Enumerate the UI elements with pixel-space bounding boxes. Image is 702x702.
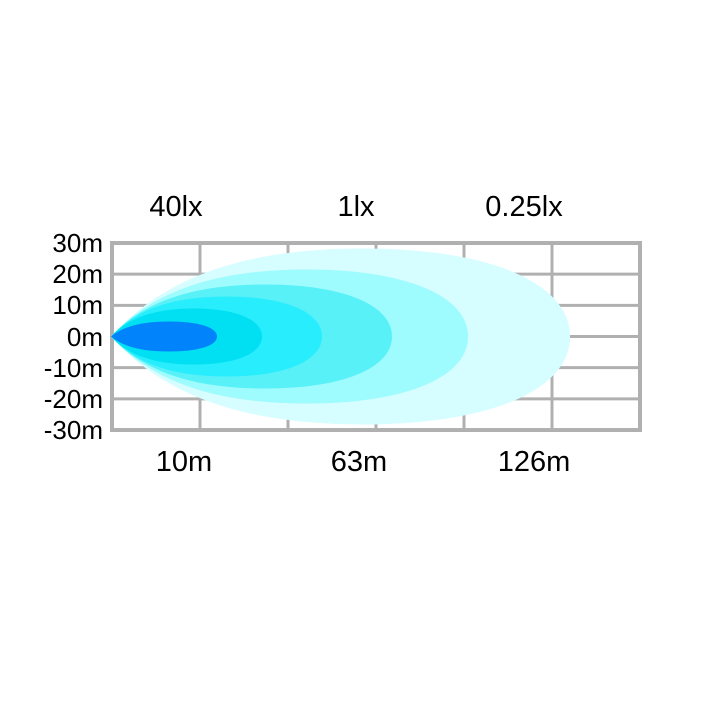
top-axis-label-025lx: 0.25lx — [485, 191, 563, 223]
y-axis-label-neg10m: -10m — [43, 353, 103, 383]
y-axis-label-0m: 0m — [66, 322, 103, 352]
y-axis-label-30m: 30m — [52, 228, 103, 258]
top-axis-label-40lx: 40lx — [149, 191, 203, 223]
top-axis-label-1lx: 1lx — [337, 191, 375, 223]
isolux-contours — [111, 248, 570, 425]
y-axis-label-neg20m: -20m — [43, 384, 103, 414]
y-axis-label-10m: 10m — [52, 290, 103, 320]
isolux-contour-innermost — [111, 321, 217, 352]
bottom-axis-label-63m: 63m — [330, 446, 388, 478]
bottom-axis-label-126m: 126m — [497, 446, 571, 478]
y-axis-label-neg30m: -30m — [43, 415, 103, 445]
bottom-axis-label-10m: 10m — [155, 446, 213, 478]
y-axis-label-20m: 20m — [52, 259, 103, 289]
